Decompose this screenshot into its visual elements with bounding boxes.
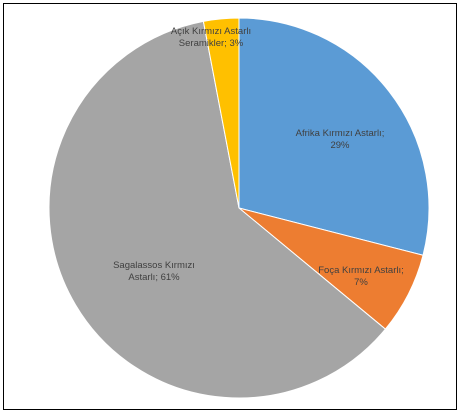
slice-label-line: 29% bbox=[330, 140, 350, 151]
slice-label-line: Astarlı; 61% bbox=[128, 272, 180, 283]
pie-chart: Afrika Kırmızı Astarlı; 29% Foça Kırmızı A… bbox=[48, 17, 430, 399]
pie-slice-afrika bbox=[238, 17, 430, 256]
slice-label-foca: Foça Kırmızı Astarlı; 7% bbox=[318, 265, 404, 288]
slice-label-acik: Açık Kırmızı Astarlı Seramikler; 3% bbox=[171, 26, 251, 49]
slice-label-line: Afrika Kırmızı Astarlı; bbox=[296, 128, 385, 139]
slice-label-line: Sagalassos Kırmızı bbox=[113, 260, 195, 271]
slice-label-sagalassos: Sagalassos Kırmızı Astarlı; 61% bbox=[113, 260, 195, 283]
pie-slice-sagalassos bbox=[48, 20, 387, 399]
slice-label-line: 7% bbox=[354, 277, 368, 288]
slice-label-line: Açık Kırmızı Astarlı bbox=[171, 26, 251, 37]
chart-frame: Afrika Kırmızı Astarlı; 29% Foça Kırmızı A… bbox=[3, 3, 457, 410]
slice-label-afrika: Afrika Kırmızı Astarlı; 29% bbox=[296, 128, 385, 151]
slice-label-line: Seramikler; 3% bbox=[179, 38, 244, 49]
slice-label-line: Foça Kırmızı Astarlı; bbox=[318, 265, 404, 276]
pie-slice-acik bbox=[202, 17, 240, 209]
